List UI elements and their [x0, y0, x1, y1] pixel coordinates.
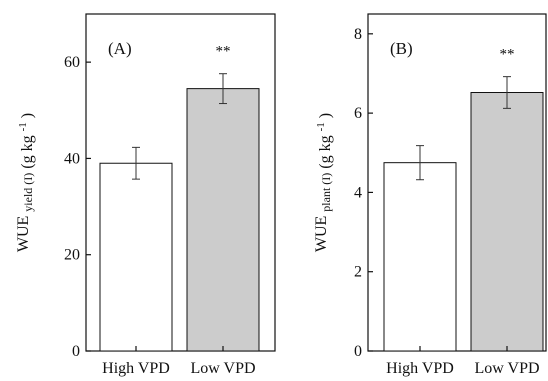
y-label-close-b: ) [317, 113, 334, 118]
y-tick-label-a: 0 [72, 343, 80, 360]
y-tick-label-a: 60 [64, 54, 80, 71]
y-tick-label-b: 8 [354, 26, 362, 43]
x-tick-label: Low VPD [474, 360, 539, 377]
bars-b: ** [384, 47, 543, 351]
y-axis-label-a: WUE yield (I) (g kg -1 ) [13, 113, 36, 252]
y-tick-label-b: 0 [354, 343, 362, 360]
y-label-unit-b: (g kg [317, 135, 334, 168]
y-label-close-a: ) [19, 113, 36, 118]
y-label-sup-b: -1 [315, 122, 327, 131]
significance-label: ** [500, 47, 515, 63]
y-axis-a: 0 20 40 60 [64, 54, 91, 360]
y-axis-label-b: WUE plant (I) (g kg -1 ) [311, 113, 334, 252]
x-tick-label: Low VPD [190, 360, 255, 377]
bar-high-vpd [100, 163, 172, 351]
y-label-sup-a: -1 [17, 122, 29, 131]
x-tick-label: High VPD [102, 360, 170, 377]
y-label-main-b: WUE [313, 216, 330, 252]
y-label-sub-a: yield (I) [21, 173, 35, 212]
y-label-main-a: WUE [15, 216, 32, 252]
chart-panel-b: 0 2 4 6 8 ** High VPD Low VPD (B) WUE plant (… [311, 14, 546, 377]
y-tick-label-b: 2 [354, 264, 362, 281]
bars-a: ** [100, 44, 259, 351]
chart-panel-a: 0 20 40 60 ** High VPD Low VPD (A) WUE yield… [13, 14, 275, 377]
panel-label-b: (B) [390, 39, 413, 58]
y-tick-label-b: 6 [354, 105, 362, 122]
y-label-sub-b: plant (I) [319, 173, 333, 212]
y-label-unit-a: (g kg [19, 135, 36, 168]
y-axis-b: 0 2 4 6 8 [354, 26, 373, 360]
bar-high-vpd [384, 163, 456, 351]
panel-label-a: (A) [108, 39, 132, 58]
bar-low-vpd [187, 89, 259, 351]
significance-label: ** [216, 44, 231, 60]
x-tick-label: High VPD [386, 360, 454, 377]
y-tick-label-a: 20 [64, 247, 80, 264]
y-tick-label-a: 40 [64, 150, 80, 167]
bar-low-vpd [471, 93, 543, 351]
y-tick-label-b: 4 [354, 184, 362, 201]
